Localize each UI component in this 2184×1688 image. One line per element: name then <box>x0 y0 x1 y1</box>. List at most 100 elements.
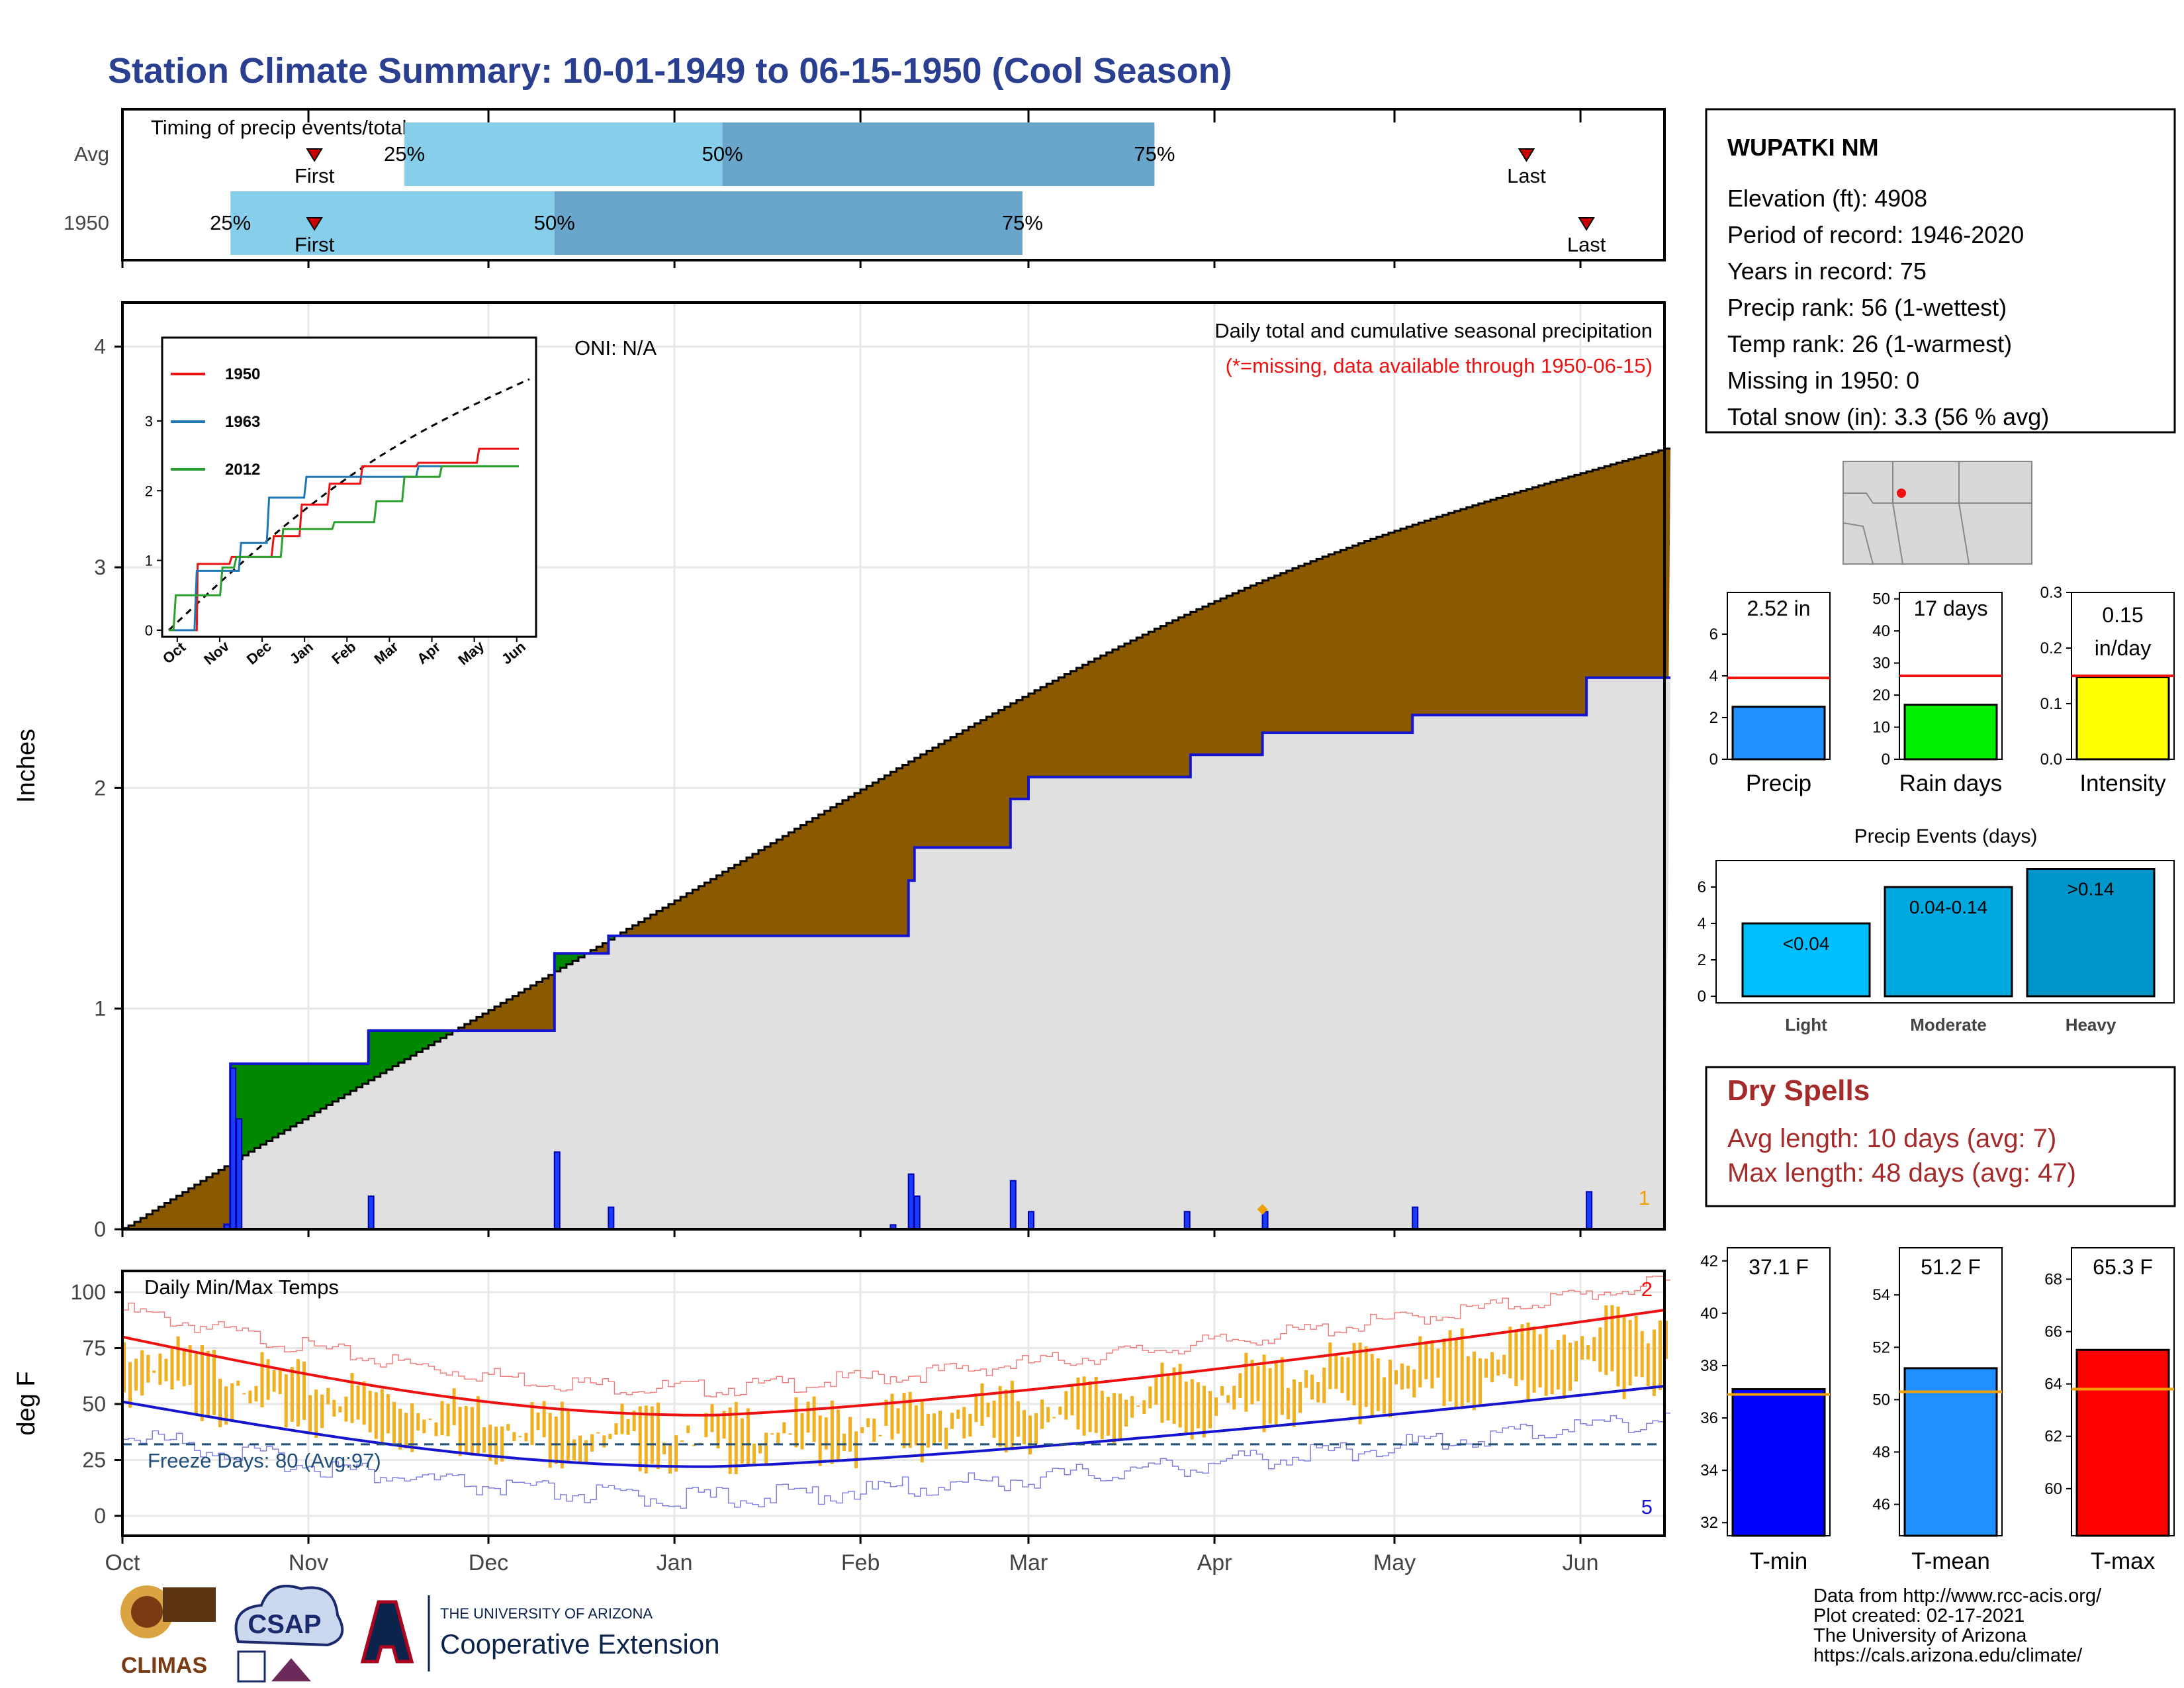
daily-precip-bar-1 <box>230 1067 237 1230</box>
daily-temp-bar <box>1106 1396 1110 1436</box>
daily-temp-bar <box>1394 1370 1398 1385</box>
station-info-line: Missing in 1950: 0 <box>1727 367 1919 394</box>
record-high-line <box>122 1276 1671 1397</box>
temp-summary-chart-T-max: 60 62 64 66 68 65.3 F T-max <box>2044 1247 2175 1574</box>
daily-temp-bar <box>1538 1334 1542 1388</box>
summary-ytick-label: 0.3 <box>2040 584 2062 602</box>
daily-temp-bar <box>548 1413 552 1468</box>
daily-temp-bar <box>488 1425 492 1461</box>
daily-temp-bar <box>1070 1384 1074 1416</box>
daily-temp-bar <box>836 1409 840 1460</box>
temp-summary-chart-T-mean: 46 48 50 52 54 51.2 F T-mean <box>1872 1247 2003 1574</box>
summary-bar-Rain days <box>1903 704 1998 761</box>
daily-temp-bar <box>980 1383 984 1426</box>
summary-ytick-label: 50 <box>1872 590 1890 608</box>
inset-ytick-label-2: 2 <box>145 483 153 499</box>
locator-map <box>1843 461 2032 565</box>
daily-temp-bar <box>518 1436 522 1438</box>
precip-caption: Daily total and cumulative seasonal prec… <box>1214 319 1653 342</box>
avg-tmax-line <box>122 1309 1665 1417</box>
daily-temp-bar <box>158 1353 162 1385</box>
summary-value-unit-Intensity: in/day <box>2095 636 2151 660</box>
precip-event-label-Light: Light <box>1785 1015 1827 1035</box>
year-cumulative-area <box>122 677 1671 1229</box>
daily-temp-bar <box>290 1367 294 1422</box>
temp-summary-ytick-label: 50 <box>1872 1391 1890 1409</box>
daily-temp-bar <box>1448 1330 1452 1402</box>
daily-temp-bar <box>1304 1370 1308 1388</box>
precip-ytick-label-0: 0 <box>94 1217 106 1241</box>
daily-temp-bar <box>1202 1385 1206 1438</box>
daily-temp-bar <box>1238 1373 1242 1399</box>
timing-row-label-year: 1950 <box>64 211 109 234</box>
timing-marker-last-1950 <box>1578 217 1595 231</box>
summary-ytick-label: 0.0 <box>2040 751 2062 769</box>
summary-ytick-label: 2 <box>1709 709 1718 727</box>
precip-event-bar-Light <box>1741 922 1871 998</box>
credit-line-2: Plot created: 02-17-2021 <box>1813 1605 2025 1626</box>
daily-temp-bar <box>242 1393 246 1395</box>
temp-summary-chart-T-min: 32 34 36 38 40 42 37.1 F T-min <box>1700 1247 1831 1574</box>
daily-temp-bar <box>422 1419 426 1434</box>
daily-temp-bar <box>356 1385 360 1420</box>
daily-temp-bar <box>596 1432 600 1434</box>
daily-temp-bar <box>1166 1373 1170 1421</box>
climas-logo-text: CLIMAS <box>121 1653 207 1678</box>
temp-summary-ytick-label: 40 <box>1700 1305 1718 1323</box>
daily-temp-bar <box>692 1444 696 1446</box>
daily-temp-bar <box>926 1413 930 1448</box>
daily-temp-bar <box>1634 1315 1638 1377</box>
temp-ytick-label-25: 25 <box>82 1448 106 1472</box>
daily-temp-bar <box>1532 1326 1536 1393</box>
daily-temp-bar <box>896 1408 900 1434</box>
daily-temp-bar <box>650 1406 654 1464</box>
daily-temp-bar <box>1646 1343 1650 1386</box>
daily-temp-bar <box>368 1390 372 1432</box>
daily-temp-bar <box>1616 1306 1620 1387</box>
daily-temp-bar <box>1040 1399 1044 1429</box>
daily-temp-bar <box>428 1418 432 1420</box>
daily-temp-bar <box>1652 1329 1656 1396</box>
daily-temp-bar <box>278 1368 282 1395</box>
daily-temp-bar <box>1472 1351 1476 1411</box>
daily-temp-bar <box>452 1388 456 1425</box>
daily-temp-bar <box>1382 1377 1386 1414</box>
daily-temp-bar <box>146 1354 150 1383</box>
daily-temp-bar <box>1478 1358 1482 1406</box>
daily-temp-bar <box>1268 1368 1272 1424</box>
daily-temp-bar <box>1406 1366 1410 1389</box>
credit-line-3: The University of Arizona <box>1813 1625 2027 1646</box>
daily-temp-bar <box>1190 1379 1194 1440</box>
temp-panel-title: Daily Min/Max Temps <box>144 1276 339 1299</box>
daily-temp-bar <box>392 1401 396 1444</box>
daily-temp-bar <box>878 1434 882 1436</box>
temp-summary-ytick-label: 38 <box>1700 1357 1718 1375</box>
dry-spells-box: Dry Spells Avg length: 10 days (avg: 7) … <box>1705 1066 2176 1207</box>
daily-temp-bar <box>1340 1356 1344 1393</box>
daily-temp-bar <box>1250 1360 1254 1405</box>
daily-temp-bar <box>1262 1354 1266 1432</box>
summary-ytick-label: 0.2 <box>2040 639 2062 657</box>
daily-temp-bar <box>248 1390 252 1404</box>
month-label-Nov: Nov <box>289 1550 328 1575</box>
daily-temp-bar <box>1328 1342 1332 1389</box>
daily-temp-bar <box>344 1396 348 1422</box>
timing-marker-label-first-Avg: First <box>295 164 335 187</box>
daily-precip-bar-11 <box>1183 1211 1191 1231</box>
year-cumulative-line <box>122 676 1671 1231</box>
daily-temp-bar <box>506 1424 510 1431</box>
daily-temp-bar <box>206 1350 210 1418</box>
daily-temp-bar <box>1322 1367 1326 1403</box>
credit-line-1: Data from http://www.rcc-acis.org/ <box>1813 1585 2102 1607</box>
daily-temp-bar <box>194 1353 198 1414</box>
timing-pct-label-Avg-2: 75% <box>1134 142 1175 165</box>
temp-summary-value-T-mean: 51.2 F <box>1921 1255 1981 1279</box>
daily-temp-bar <box>902 1393 906 1448</box>
daily-temp-bar <box>1460 1328 1464 1409</box>
daily-temp-bar <box>164 1358 168 1382</box>
temp-summary-ytick-label: 48 <box>1872 1443 1890 1461</box>
daily-temp-bar <box>1454 1338 1458 1409</box>
daily-temp-bar <box>524 1432 528 1442</box>
daily-temp-bar <box>1514 1331 1518 1387</box>
temp-summary-value-T-min: 37.1 F <box>1749 1255 1809 1279</box>
